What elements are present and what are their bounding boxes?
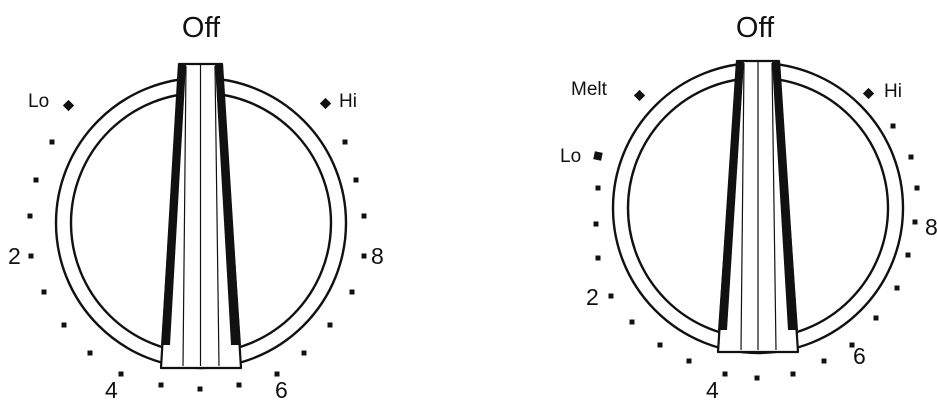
dot-tick-icon [905,252,911,258]
dot-tick-icon [873,315,879,321]
dot-tick-icon [28,253,34,259]
dot-tick-icon [849,342,855,348]
dot-tick-icon [361,253,367,259]
dot-tick-icon [912,219,918,225]
dot-tick-icon [629,319,635,325]
left-knob-off-label: Off [182,12,221,44]
left-knob-lo-label: Lo [28,91,49,112]
dot-tick-icon [361,213,367,219]
square-marker-icon [593,151,603,161]
dot-tick-icon [595,255,601,261]
dot-tick-icon [274,371,280,377]
dot-tick-icon [236,382,242,388]
left-knob-setting-8-label: 8 [371,243,384,269]
dot-tick-icon [790,371,796,377]
left-knob-setting-6-label: 6 [275,377,288,401]
right-knob-setting-6-label: 6 [853,343,866,369]
dot-tick-icon [27,213,33,219]
right-knob-grip-handle [716,59,800,354]
dot-tick-icon [197,386,203,392]
right-knob-tick-dots [593,123,920,381]
right-knob-off-label: Off [736,12,775,44]
diamond-marker-icon [862,87,875,100]
dot-tick-icon [342,139,348,145]
dot-tick-icon [914,185,920,191]
diamond-marker-icon [633,89,646,102]
dot-tick-icon [686,358,692,364]
right-knob-melt-label: Melt [571,79,608,100]
left-knob-setting-4-label: 4 [105,377,118,401]
left-burner-knob: Off Lo Hi 2 4 6 8 [8,12,384,401]
right-knob-hi-label: Hi [884,81,902,102]
dot-tick-icon [657,342,663,348]
dot-tick-icon [754,375,760,381]
dot-tick-icon [49,139,55,145]
dot-tick-icon [595,185,601,191]
dot-tick-icon [87,350,93,356]
dot-tick-icon [349,289,355,295]
dot-tick-icon [118,371,124,377]
dot-tick-icon [353,177,359,183]
right-knob-setting-8-label: 8 [925,214,937,240]
right-knob-setting-2-label: 2 [586,284,599,310]
dot-tick-icon [301,350,307,356]
dot-tick-icon [593,221,599,227]
dot-tick-icon [158,382,164,388]
left-knob-setting-2-label: 2 [8,243,21,269]
right-knob-lo-label: Lo [560,146,581,167]
diamond-marker-icon [62,99,75,112]
dot-tick-icon [608,293,614,299]
dot-tick-icon [908,154,914,160]
dot-tick-icon [890,123,896,129]
dot-tick-icon [33,177,39,183]
dot-tick-icon [821,358,827,364]
dot-tick-icon [41,289,47,295]
right-burner-knob: Off Melt Lo Hi 2 4 6 8 [560,12,937,401]
diamond-marker-icon [319,97,332,110]
dot-tick-icon [327,322,333,328]
left-knob-tick-dots [27,139,367,392]
right-knob-setting-4-label: 4 [706,377,719,401]
dot-tick-icon [894,285,900,291]
dot-tick-icon [61,322,67,328]
left-knob-grip-handle [159,62,243,370]
dot-tick-icon [722,371,728,377]
left-knob-hi-label: Hi [339,91,357,112]
